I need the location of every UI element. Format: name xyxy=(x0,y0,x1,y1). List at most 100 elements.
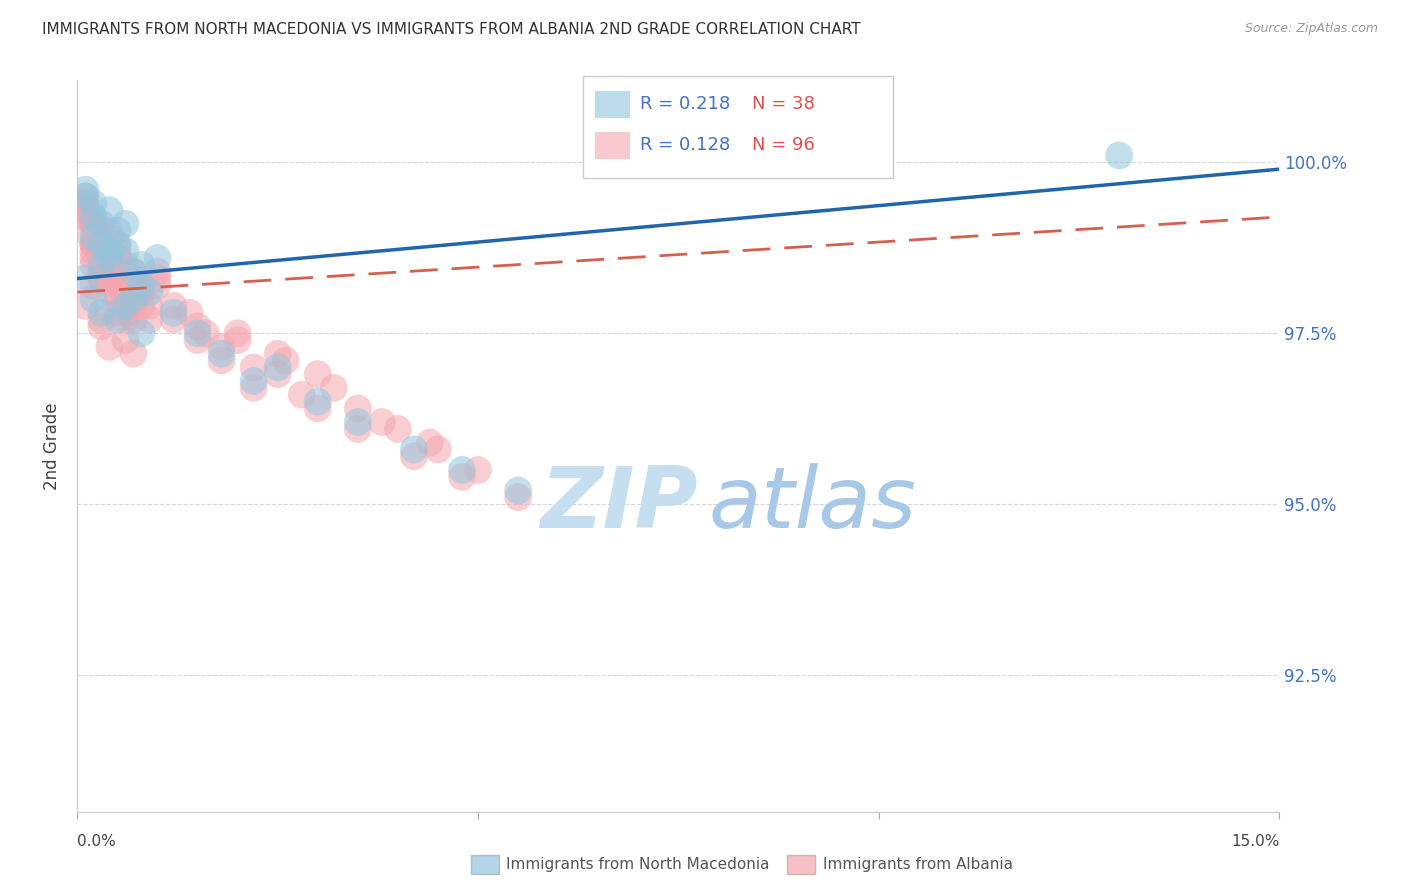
Point xyxy=(267,360,290,375)
Point xyxy=(90,237,112,252)
Text: 15.0%: 15.0% xyxy=(1232,834,1279,849)
Point xyxy=(226,326,249,341)
Point xyxy=(402,442,425,457)
Point xyxy=(82,237,104,252)
Text: 0.0%: 0.0% xyxy=(77,834,117,849)
Point xyxy=(146,265,169,279)
Point xyxy=(131,285,153,300)
Point xyxy=(131,285,153,300)
Point xyxy=(427,442,450,457)
Text: N = 96: N = 96 xyxy=(752,136,815,154)
Point xyxy=(75,203,97,218)
Point xyxy=(387,422,409,436)
Point xyxy=(114,306,136,320)
Point xyxy=(107,244,129,259)
Point xyxy=(419,435,441,450)
Point xyxy=(138,285,160,300)
Point xyxy=(114,292,136,306)
Point xyxy=(98,271,121,285)
Point xyxy=(82,217,104,231)
Point xyxy=(75,183,97,197)
Point xyxy=(122,347,145,361)
Point xyxy=(146,271,169,285)
Point xyxy=(146,251,169,265)
Point xyxy=(98,244,121,259)
Point xyxy=(162,299,184,313)
Text: atlas: atlas xyxy=(709,463,917,546)
Point xyxy=(211,340,233,354)
Point xyxy=(98,251,121,265)
Point xyxy=(114,312,136,326)
Point xyxy=(122,292,145,306)
Point xyxy=(82,210,104,224)
Point xyxy=(114,306,136,320)
Point xyxy=(90,251,112,265)
Point xyxy=(82,237,104,252)
Point xyxy=(162,312,184,326)
Point xyxy=(98,251,121,265)
Point xyxy=(211,353,233,368)
Point xyxy=(138,312,160,326)
Point xyxy=(75,271,97,285)
Point xyxy=(75,189,97,203)
Point xyxy=(307,401,329,416)
Point xyxy=(82,278,104,293)
Text: Immigrants from North Macedonia: Immigrants from North Macedonia xyxy=(506,857,769,871)
Point xyxy=(508,483,530,498)
Point xyxy=(114,333,136,347)
Point xyxy=(131,278,153,293)
Point xyxy=(187,319,209,334)
Point xyxy=(107,265,129,279)
Point xyxy=(242,374,264,388)
Point xyxy=(242,360,264,375)
Text: R = 0.218: R = 0.218 xyxy=(640,95,730,113)
Point xyxy=(114,258,136,272)
Point xyxy=(194,326,217,341)
Point xyxy=(82,230,104,244)
Point xyxy=(114,244,136,259)
Point xyxy=(90,230,112,244)
Point xyxy=(179,306,201,320)
Point xyxy=(131,258,153,272)
Point xyxy=(98,224,121,238)
Point xyxy=(107,251,129,265)
Point xyxy=(90,271,112,285)
Point xyxy=(98,271,121,285)
Point xyxy=(90,244,112,259)
Point xyxy=(267,368,290,382)
Point xyxy=(274,353,297,368)
Point xyxy=(307,394,329,409)
Point xyxy=(90,312,112,326)
Point xyxy=(107,285,129,300)
Point xyxy=(75,224,97,238)
Point xyxy=(82,217,104,231)
Point xyxy=(98,258,121,272)
Point xyxy=(90,306,112,320)
Point xyxy=(107,292,129,306)
Point xyxy=(508,490,530,504)
Text: Source: ZipAtlas.com: Source: ZipAtlas.com xyxy=(1244,22,1378,36)
Point xyxy=(371,415,394,429)
Point xyxy=(451,463,474,477)
Text: ZIP: ZIP xyxy=(540,463,697,546)
Text: N = 38: N = 38 xyxy=(752,95,815,113)
Point xyxy=(242,381,264,395)
Point xyxy=(211,347,233,361)
Point xyxy=(347,415,370,429)
Point xyxy=(402,449,425,463)
Point xyxy=(82,251,104,265)
Point xyxy=(107,312,129,326)
Point xyxy=(75,196,97,211)
Point xyxy=(82,237,104,252)
Point xyxy=(82,258,104,272)
Point xyxy=(114,299,136,313)
Point xyxy=(75,299,97,313)
Point xyxy=(82,292,104,306)
Point xyxy=(107,306,129,320)
Point xyxy=(114,217,136,231)
Point xyxy=(90,265,112,279)
Text: R = 0.128: R = 0.128 xyxy=(640,136,730,154)
Point xyxy=(82,210,104,224)
Point xyxy=(75,189,97,203)
Point xyxy=(162,306,184,320)
